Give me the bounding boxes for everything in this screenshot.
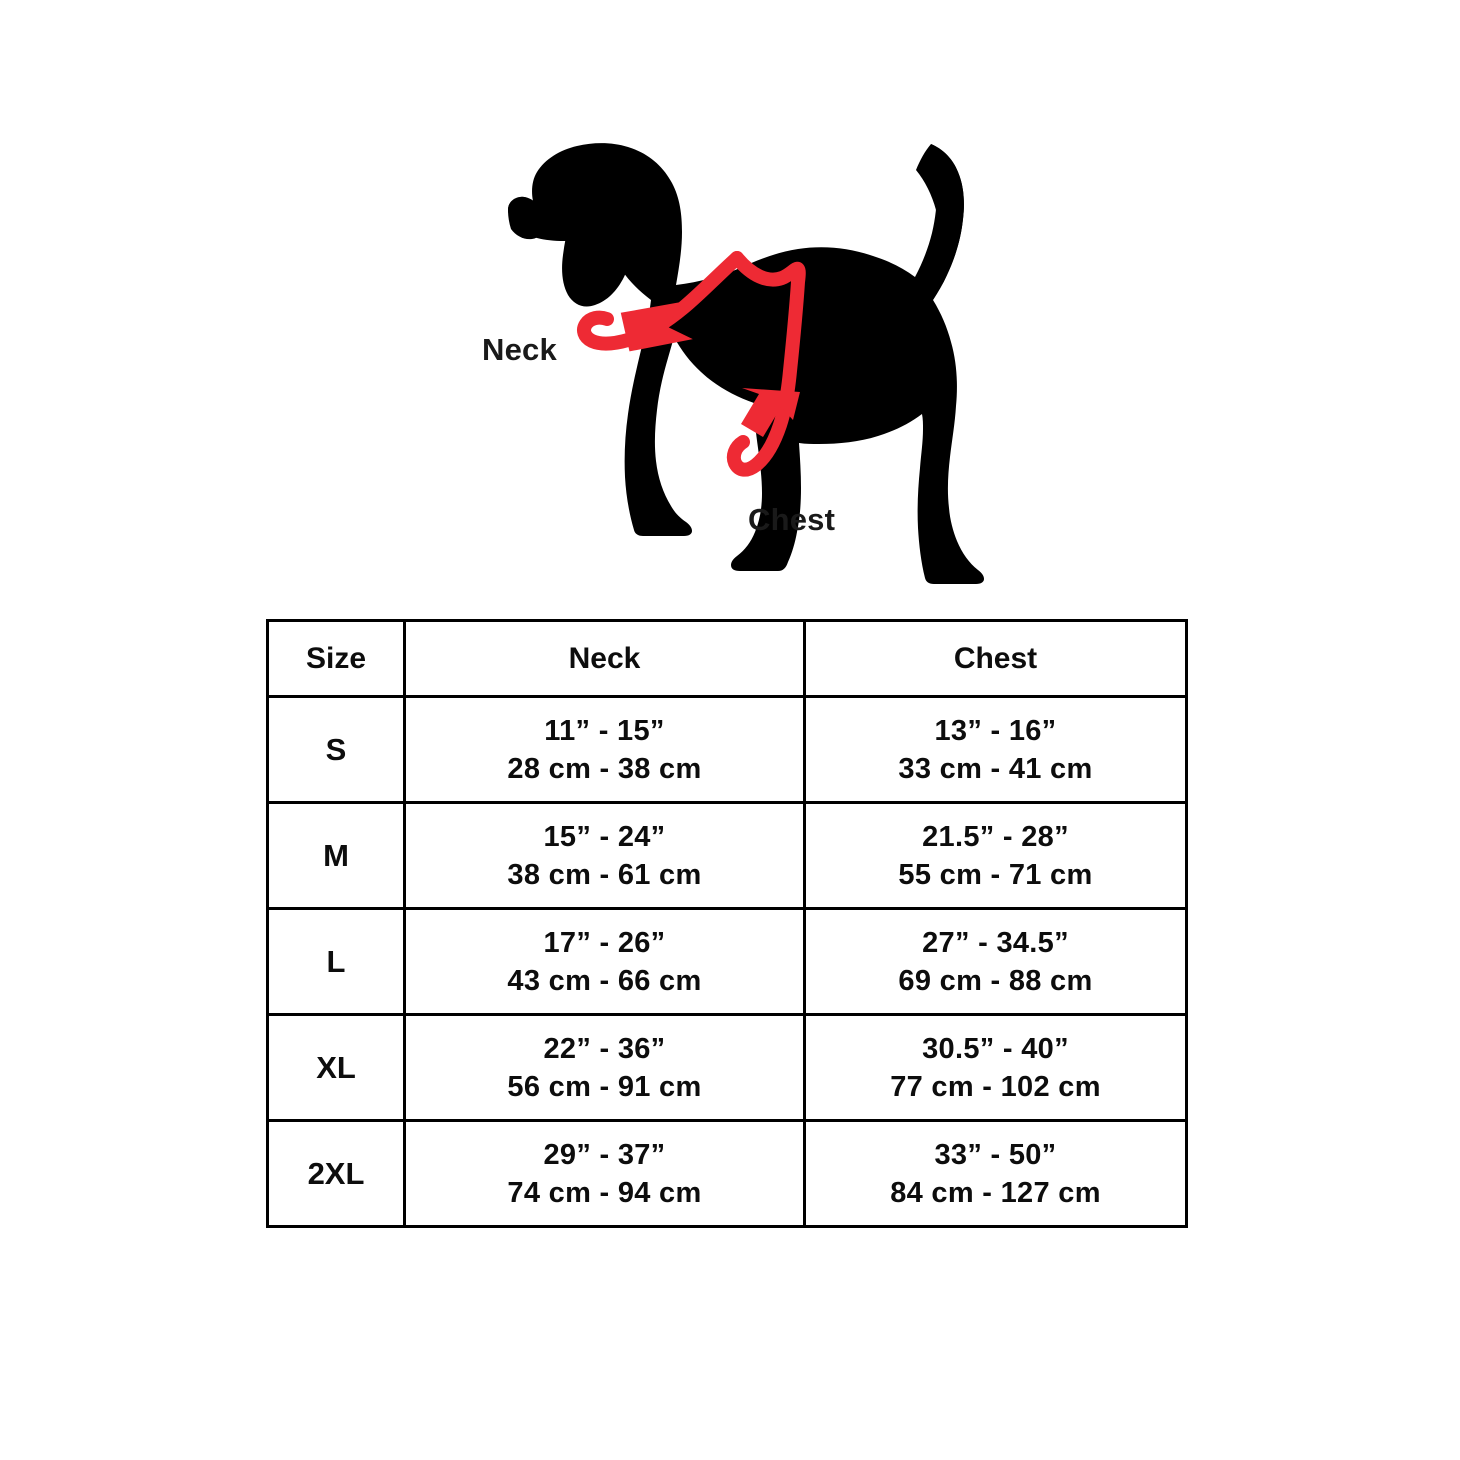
neck-centimeters: 38 cm - 61 cm xyxy=(507,858,702,891)
table-row: XL 22” - 36” 56 cm - 91 cm 30.5” - 40” 7… xyxy=(266,1013,1188,1122)
cell-size: 2XL xyxy=(266,1119,406,1228)
cell-chest: 13” - 16” 33 cm - 41 cm xyxy=(803,695,1188,804)
chest-centimeters: 69 cm - 88 cm xyxy=(898,964,1093,997)
cell-size: XL xyxy=(266,1013,406,1122)
table-header-row: Size Neck Chest xyxy=(266,619,1188,698)
cell-neck: 29” - 37” 74 cm - 94 cm xyxy=(403,1119,806,1228)
neck-measure-arrow xyxy=(577,251,744,352)
cell-size: L xyxy=(266,907,406,1016)
neck-inches: 17” - 26” xyxy=(543,926,666,959)
chest-measure-arrow xyxy=(726,251,806,477)
neck-centimeters: 74 cm - 94 cm xyxy=(507,1176,702,1209)
chest-label: Chest xyxy=(748,502,836,537)
size-chart-table: Size Neck Chest S 11” - 15” 28 cm - 38 c… xyxy=(266,619,1188,1228)
cell-neck: 15” - 24” 38 cm - 61 cm xyxy=(403,801,806,910)
neck-inches: 22” - 36” xyxy=(543,1032,666,1065)
neck-inches: 29” - 37” xyxy=(543,1138,666,1171)
column-header-size: Size xyxy=(266,619,406,698)
table-row: 2XL 29” - 37” 74 cm - 94 cm 33” - 50” 84… xyxy=(266,1119,1188,1228)
table-row: M 15” - 24” 38 cm - 61 cm 21.5” - 28” 55… xyxy=(266,801,1188,910)
cell-chest: 27” - 34.5” 69 cm - 88 cm xyxy=(803,907,1188,1016)
chest-centimeters: 77 cm - 102 cm xyxy=(890,1070,1101,1103)
cell-chest: 33” - 50” 84 cm - 127 cm xyxy=(803,1119,1188,1228)
cell-neck: 17” - 26” 43 cm - 66 cm xyxy=(403,907,806,1016)
chest-centimeters: 55 cm - 71 cm xyxy=(898,858,1093,891)
size-chart-table-container: Size Neck Chest S 11” - 15” 28 cm - 38 c… xyxy=(266,619,1188,1228)
cell-chest: 30.5” - 40” 77 cm - 102 cm xyxy=(803,1013,1188,1122)
chest-inches: 27” - 34.5” xyxy=(922,926,1069,959)
column-header-neck: Neck xyxy=(403,619,806,698)
neck-centimeters: 43 cm - 66 cm xyxy=(507,964,702,997)
dog-measurement-illustration: Neck Chest xyxy=(0,0,1460,610)
cell-neck: 22” - 36” 56 cm - 91 cm xyxy=(403,1013,806,1122)
cell-neck: 11” - 15” 28 cm - 38 cm xyxy=(403,695,806,804)
column-header-chest: Chest xyxy=(803,619,1188,698)
chest-inches: 13” - 16” xyxy=(934,714,1057,747)
chest-centimeters: 84 cm - 127 cm xyxy=(890,1176,1101,1209)
chest-inches: 21.5” - 28” xyxy=(922,820,1069,853)
cell-size: M xyxy=(266,801,406,910)
neck-centimeters: 56 cm - 91 cm xyxy=(507,1070,702,1103)
chest-centimeters: 33 cm - 41 cm xyxy=(898,752,1093,785)
cell-size: S xyxy=(266,695,406,804)
cell-chest: 21.5” - 28” 55 cm - 71 cm xyxy=(803,801,1188,910)
neck-label: Neck xyxy=(482,332,557,367)
neck-inches: 11” - 15” xyxy=(544,714,665,747)
chest-inches: 30.5” - 40” xyxy=(922,1032,1069,1065)
dog-silhouette-graphic xyxy=(508,143,984,584)
neck-inches: 15” - 24” xyxy=(543,820,666,853)
table-row: S 11” - 15” 28 cm - 38 cm 13” - 16” 33 c… xyxy=(266,695,1188,804)
neck-centimeters: 28 cm - 38 cm xyxy=(507,752,702,785)
table-row: L 17” - 26” 43 cm - 66 cm 27” - 34.5” 69… xyxy=(266,907,1188,1016)
chest-inches: 33” - 50” xyxy=(934,1138,1057,1171)
dog-silhouette-shape xyxy=(508,143,984,584)
